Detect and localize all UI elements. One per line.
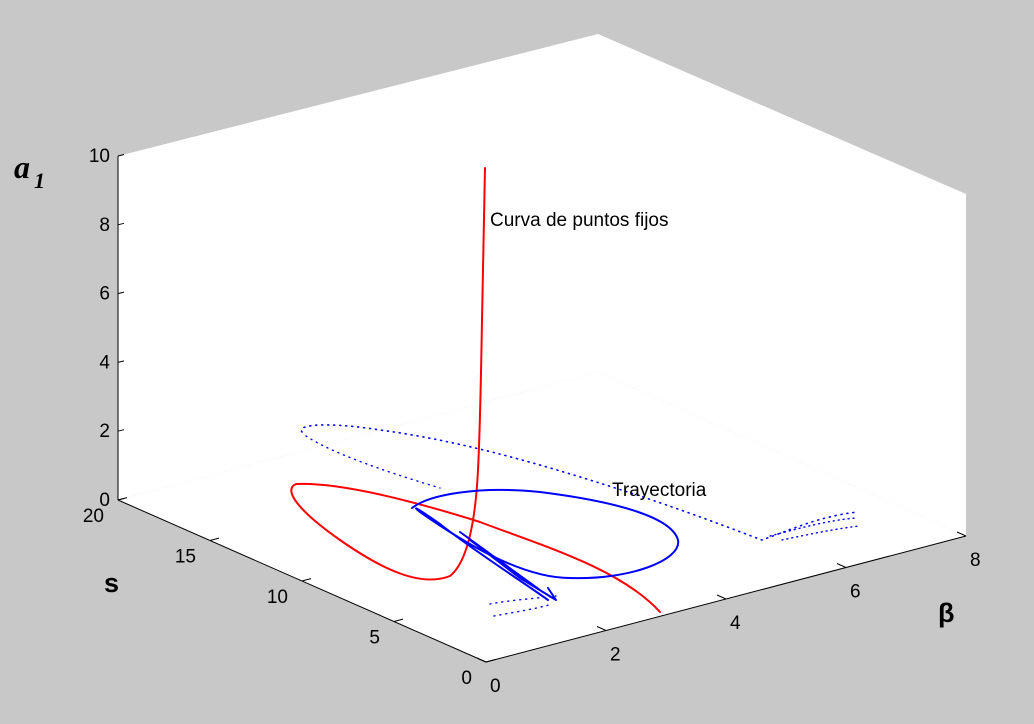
z-tick-label: 8 <box>99 215 110 236</box>
series-trajectory-dotted-outer <box>300 424 859 541</box>
beta-tick <box>716 594 727 600</box>
beta-tick-label: 6 <box>850 582 861 603</box>
z-tick-label: 0 <box>99 490 110 511</box>
beta-tick <box>476 657 487 663</box>
z-tick-label: 10 <box>89 146 110 167</box>
z-tick-label: 2 <box>99 421 110 442</box>
z-tick <box>117 154 125 157</box>
beta-tick-label: 4 <box>730 613 741 634</box>
beta-tick-label: 2 <box>610 645 621 666</box>
back-wall-right <box>598 34 966 536</box>
beta-tick <box>956 531 967 537</box>
annotation-trajectory: Trayectoria <box>612 480 707 501</box>
s-tick <box>301 578 312 582</box>
back-wall-left <box>118 34 598 500</box>
series-fixed-points-curve <box>290 167 661 613</box>
z-tick <box>117 222 125 226</box>
z-tick-label: 4 <box>99 352 110 373</box>
series-trajectory-dotted-right <box>769 517 861 541</box>
s-tick-label: 15 <box>175 547 196 568</box>
series-trajectory-dotted-inner <box>305 435 441 489</box>
s-tick-label: 20 <box>83 506 104 527</box>
s-tick-label: 5 <box>369 628 380 649</box>
s-tick <box>117 497 128 501</box>
y-axis-label: s <box>104 568 119 598</box>
z-tick-label: 6 <box>99 284 110 305</box>
annotation-fixed-points: Curva de puntos fijos <box>490 210 669 231</box>
s-tick <box>393 618 404 622</box>
z-tick <box>117 360 125 363</box>
s-tick-label: 0 <box>461 668 472 689</box>
floor <box>118 372 966 662</box>
s-tick-label: 10 <box>267 587 288 608</box>
s-tick <box>209 537 220 541</box>
x-axis-label: β <box>938 598 954 628</box>
z-axis-label-subscript: 1 <box>34 168 45 193</box>
beta-tick-label: 0 <box>490 676 501 697</box>
beta-tick <box>596 626 607 631</box>
z-tick <box>117 429 125 432</box>
series-trajectory-inner-spiral <box>459 531 557 601</box>
series-layer <box>290 167 861 617</box>
series-trajectory-solid <box>411 489 680 601</box>
beta-tick-label: 8 <box>970 550 981 571</box>
z-tick <box>117 291 125 295</box>
s-tick <box>485 659 496 663</box>
beta-tick <box>836 563 847 568</box>
z-axis-label: a <box>14 149 30 185</box>
